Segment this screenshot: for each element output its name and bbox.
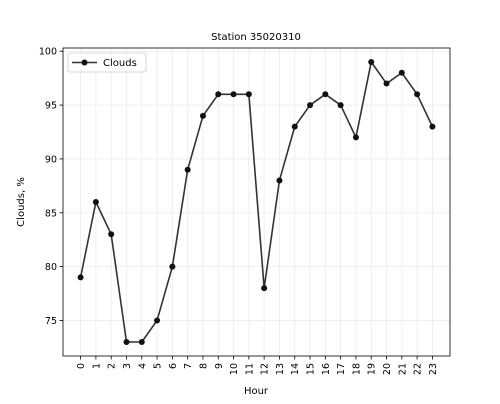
data-point bbox=[261, 285, 268, 292]
data-point bbox=[123, 339, 130, 345]
data-point bbox=[245, 91, 252, 98]
x-tick-label: 7 bbox=[183, 363, 194, 369]
x-axis-ticks: 0 1 2 3 4 5 6 7 8 9 10 11 12 13 14 15 16 17 18 19 20 21 22 23 bbox=[76, 356, 439, 375]
data-point bbox=[215, 91, 222, 98]
data-point bbox=[276, 177, 283, 184]
data-point bbox=[352, 134, 359, 141]
data-point bbox=[307, 102, 314, 109]
y-axis-ticks: 75 80 85 90 95 100 bbox=[39, 47, 63, 327]
x-tick-label: 3 bbox=[122, 363, 133, 369]
legend: Clouds bbox=[67, 52, 147, 73]
data-point bbox=[199, 112, 206, 119]
y-tick-label: 100 bbox=[39, 47, 57, 58]
x-tick-label: 23 bbox=[428, 363, 439, 375]
data-point bbox=[184, 166, 191, 173]
x-tick-label: 5 bbox=[153, 363, 164, 369]
legend-label: Clouds bbox=[103, 58, 137, 69]
x-tick-label: 10 bbox=[229, 363, 240, 375]
x-tick-label: 15 bbox=[306, 363, 317, 375]
x-tick-label: 9 bbox=[214, 363, 225, 369]
x-tick-label: 8 bbox=[198, 363, 209, 369]
x-tick-label: 2 bbox=[107, 363, 118, 369]
x-tick-label: 4 bbox=[137, 363, 148, 369]
data-point bbox=[291, 123, 298, 130]
legend-box bbox=[67, 52, 147, 73]
data-point bbox=[154, 317, 161, 324]
plot-area-frame bbox=[62, 47, 451, 357]
data-point bbox=[414, 91, 421, 98]
chart-title: Station 35020310 bbox=[211, 32, 301, 43]
legend-marker-swatch bbox=[81, 59, 88, 66]
data-point bbox=[138, 339, 145, 345]
data-point bbox=[383, 80, 390, 87]
x-tick-label: 6 bbox=[168, 363, 179, 369]
y-axis-label: Clouds, % bbox=[16, 177, 27, 227]
x-tick-label: 12 bbox=[260, 363, 271, 375]
x-tick-label: 20 bbox=[382, 363, 393, 375]
grid bbox=[63, 48, 450, 356]
data-point bbox=[169, 263, 176, 270]
data-point bbox=[92, 199, 99, 205]
y-tick-label: 90 bbox=[45, 154, 57, 165]
data-point bbox=[429, 123, 436, 130]
data-point bbox=[230, 91, 237, 98]
y-tick-label: 95 bbox=[45, 101, 57, 112]
y-tick-label: 75 bbox=[45, 316, 57, 327]
x-tick-label: 22 bbox=[413, 363, 424, 375]
x-tick-label: 13 bbox=[275, 363, 286, 375]
x-tick-label: 17 bbox=[336, 363, 347, 375]
y-tick-label: 85 bbox=[45, 208, 57, 219]
x-tick-label: 11 bbox=[244, 363, 255, 375]
x-tick-label: 14 bbox=[290, 363, 301, 375]
data-point bbox=[368, 59, 375, 65]
x-tick-label: 21 bbox=[397, 363, 408, 375]
series-layer bbox=[77, 59, 436, 345]
x-tick-label: 1 bbox=[91, 363, 102, 369]
x-tick-label: 0 bbox=[76, 363, 87, 369]
data-point bbox=[322, 91, 329, 98]
x-tick-label: 18 bbox=[351, 363, 362, 375]
data-point bbox=[337, 102, 344, 109]
x-tick-label: 16 bbox=[321, 363, 332, 375]
y-tick-label: 80 bbox=[45, 262, 57, 273]
data-point bbox=[77, 274, 84, 281]
data-point bbox=[108, 231, 115, 238]
x-axis-label: Hour bbox=[244, 386, 269, 397]
x-tick-label: 19 bbox=[367, 363, 378, 375]
data-point bbox=[398, 69, 405, 76]
